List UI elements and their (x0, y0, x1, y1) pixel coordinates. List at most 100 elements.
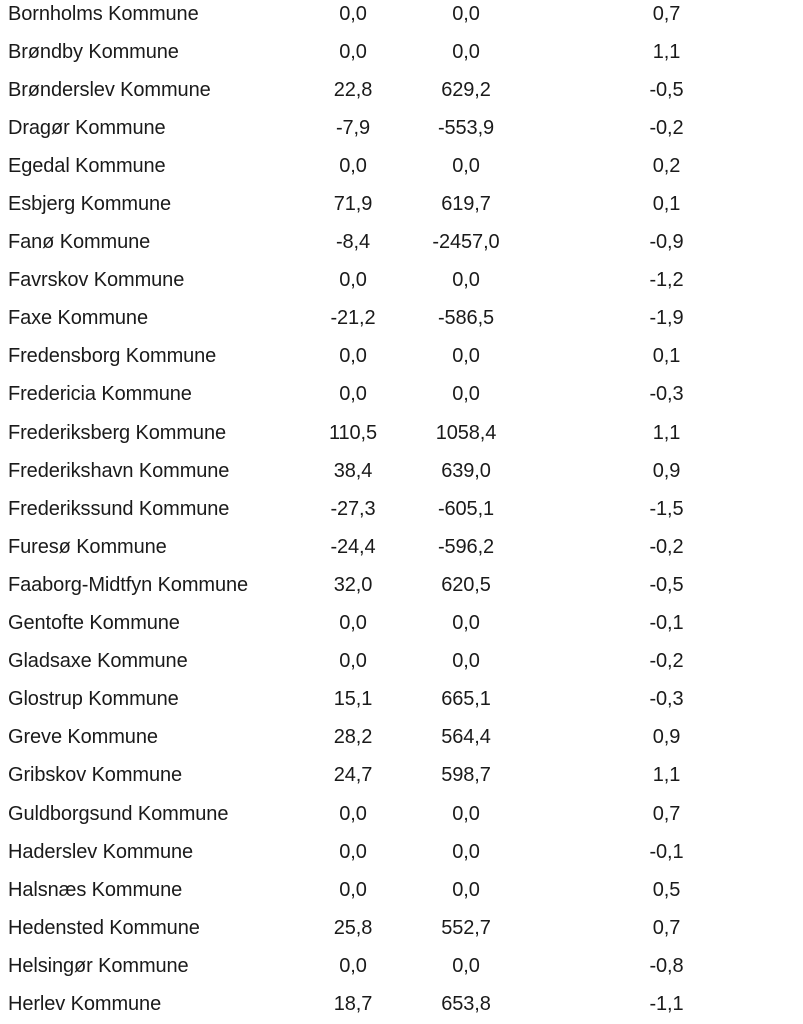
table-row: Fanø Kommune -8,4 -2457,0 -0,9 (0, 223, 803, 262)
value-3-cell: -0,2 (649, 535, 684, 558)
table-row: Greve Kommune 28,2 564,4 0,9 (0, 718, 803, 757)
table-row: Haderslev Kommune 0,0 0,0 -0,1 (0, 833, 803, 872)
value-2-cell: 0,0 (452, 154, 480, 177)
value-3-cell: 0,9 (652, 726, 681, 749)
table-row: Fredericia Kommune 0,0 0,0 -0,3 (0, 375, 803, 415)
table-row: Hedensted Kommune 25,8 552,7 0,7 (0, 909, 803, 948)
value-2-cell: -2457,0 (432, 231, 500, 254)
value-3-cell: 0,9 (652, 459, 681, 482)
table-row: Frederikshavn Kommune 38,4 639,0 0,9 (0, 452, 803, 491)
table-row: Faxe Kommune -21,2 -586,5 -1,9 (0, 299, 803, 338)
kommune-name-cell: Brøndby Kommune (8, 40, 179, 63)
kommune-name-cell: Helsingør Kommune (8, 954, 189, 977)
value-3-cell: 0,1 (652, 345, 681, 368)
value-3-cell: -0,1 (649, 612, 684, 635)
table-row: Brøndby Kommune 0,0 0,0 1,1 (0, 33, 803, 72)
value-1-cell: 0,0 (339, 2, 367, 25)
value-3-cell: -1,9 (649, 307, 684, 330)
value-1-cell: 0,0 (339, 650, 367, 673)
value-3-cell: 0,7 (652, 2, 681, 25)
value-2-cell: -553,9 (437, 116, 495, 139)
kommune-name-cell: Esbjerg Kommune (8, 193, 172, 216)
kommune-name-cell: Greve Kommune (8, 726, 158, 749)
value-2-cell: 1058,4 (435, 421, 497, 444)
value-1-cell: 0,0 (339, 154, 367, 177)
value-1-cell: 0,0 (339, 840, 367, 863)
kommune-name-cell: Frederikshavn Kommune (8, 459, 230, 482)
value-3-cell: 1,1 (652, 40, 681, 63)
value-2-cell: 564,4 (441, 726, 491, 749)
value-3-cell: 0,2 (652, 154, 681, 177)
value-1-cell: 0,0 (339, 878, 367, 901)
table-row: Fredensborg Kommune 0,0 0,0 0,1 (0, 337, 803, 376)
value-2-cell: 629,2 (441, 78, 491, 101)
kommune-name-cell: Furesø Kommune (8, 535, 167, 558)
value-2-cell: 598,7 (441, 764, 491, 787)
value-3-cell: -0,1 (649, 840, 684, 863)
value-2-cell: 552,7 (441, 916, 491, 939)
value-3-cell: -1,5 (649, 497, 684, 520)
kommune-name-cell: Herlev Kommune (8, 992, 162, 1015)
kommune-name-cell: Faaborg-Midtfyn Kommune (8, 573, 249, 596)
table-row: Helsingør Kommune 0,0 0,0 -0,8 (0, 947, 803, 986)
table-row: Gentofte Kommune 0,0 0,0 -0,1 (0, 604, 803, 643)
kommune-name-cell: Bornholms Kommune (8, 2, 199, 25)
value-3-cell: -0,3 (649, 688, 684, 711)
value-1-cell: 0,0 (339, 345, 367, 368)
value-2-cell: 653,8 (441, 992, 491, 1015)
value-3-cell: -1,2 (649, 269, 684, 292)
table-row: Halsnæs Kommune 0,0 0,0 0,5 (0, 871, 803, 910)
kommune-name-cell: Fredericia Kommune (8, 383, 192, 406)
kommune-name-cell: Favrskov Kommune (8, 269, 185, 292)
kommune-name-cell: Dragør Kommune (8, 116, 166, 139)
table-row: Frederiksberg Kommune 110,5 1058,4 1,1 (0, 414, 803, 453)
value-1-cell: 71,9 (333, 193, 373, 216)
kommune-name-cell: Gentofte Kommune (8, 612, 180, 635)
value-3-cell: -1,1 (649, 992, 684, 1015)
table-row: Esbjerg Kommune 71,9 619,7 0,1 (0, 185, 803, 224)
value-2-cell: 0,0 (452, 878, 480, 901)
kommune-name-cell: Gladsaxe Kommune (8, 650, 188, 673)
kommune-name-cell: Egedal Kommune (8, 154, 166, 177)
kommune-name-cell: Glostrup Kommune (8, 688, 179, 711)
value-1-cell: 0,0 (339, 383, 367, 406)
value-1-cell: 22,8 (333, 78, 373, 101)
value-1-cell: -7,9 (335, 116, 371, 139)
value-3-cell: 0,7 (652, 802, 681, 825)
value-1-cell: 24,7 (333, 764, 373, 787)
kommune-name-cell: Brønderslev Kommune (8, 78, 211, 101)
value-2-cell: 0,0 (452, 650, 480, 673)
kommune-name-cell: Haderslev Kommune (8, 840, 194, 863)
kommune-name-cell: Gribskov Kommune (8, 764, 183, 787)
value-1-cell: 32,0 (333, 573, 373, 596)
kommune-name-cell: Frederiksberg Kommune (8, 421, 226, 444)
value-2-cell: -596,2 (437, 535, 495, 558)
value-1-cell: 25,8 (333, 916, 373, 939)
value-1-cell: 38,4 (333, 459, 373, 482)
value-3-cell: 1,1 (652, 421, 681, 444)
kommune-name-cell: Frederikssund Kommune (8, 497, 230, 520)
value-2-cell: 0,0 (452, 269, 480, 292)
table-row: Faaborg-Midtfyn Kommune 32,0 620,5 -0,5 (0, 566, 803, 605)
value-2-cell: 0,0 (452, 383, 480, 406)
value-3-cell: 0,5 (652, 878, 681, 901)
value-1-cell: 18,7 (333, 992, 373, 1015)
kommune-name-cell: Faxe Kommune (8, 307, 148, 330)
value-2-cell: 0,0 (452, 802, 480, 825)
value-2-cell: 0,0 (452, 2, 480, 25)
table-row: Frederikssund Kommune -27,3 -605,1 -1,5 (0, 490, 803, 529)
value-2-cell: -605,1 (437, 497, 495, 520)
table-row: Gladsaxe Kommune 0,0 0,0 -0,2 (0, 642, 803, 681)
value-3-cell: 0,1 (652, 193, 681, 216)
value-3-cell: -0,2 (649, 116, 684, 139)
table-row: Favrskov Kommune 0,0 0,0 -1,2 (0, 261, 803, 300)
value-2-cell: 0,0 (452, 840, 480, 863)
value-2-cell: 0,0 (452, 612, 480, 635)
value-2-cell: 619,7 (441, 193, 491, 216)
value-3-cell: -0,5 (649, 78, 684, 101)
kommune-name-cell: Guldborgsund Kommune (8, 802, 229, 825)
value-1-cell: 0,0 (339, 954, 367, 977)
value-2-cell: 620,5 (441, 573, 491, 596)
table-row: Brønderslev Kommune 22,8 629,2 -0,5 (0, 71, 803, 110)
value-1-cell: -8,4 (335, 231, 371, 254)
